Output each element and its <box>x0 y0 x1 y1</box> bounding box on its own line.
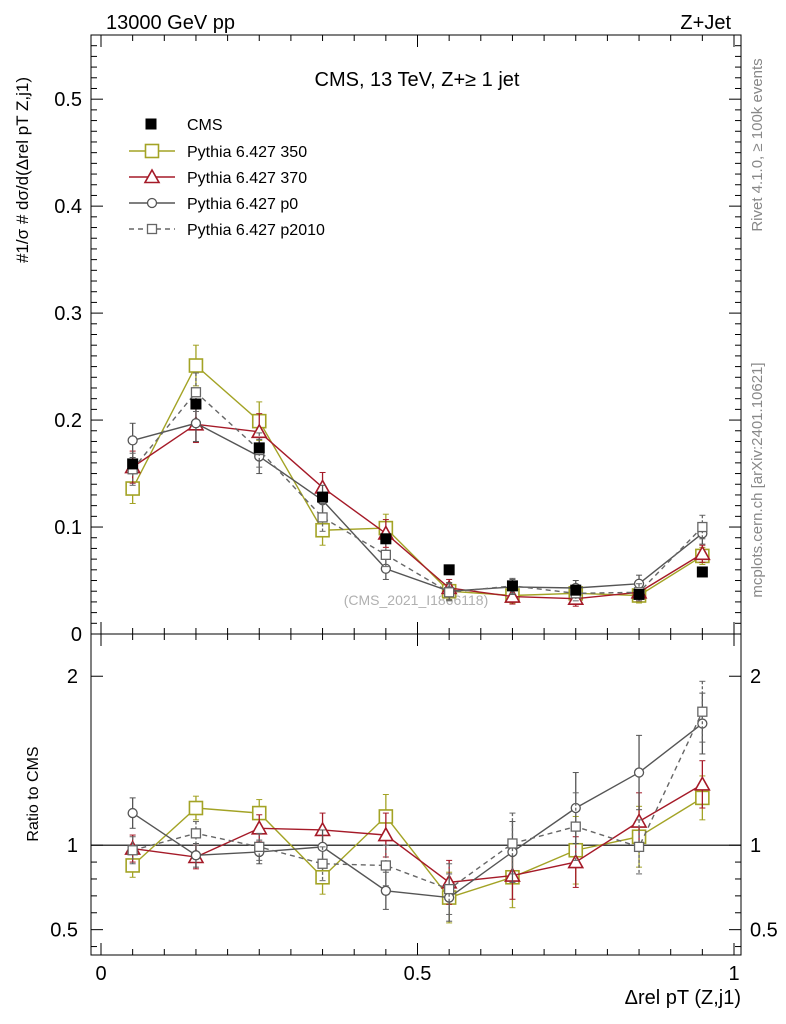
mcplots-label: mcplots.cern.ch [arXiv:2401.10621] <box>749 362 766 597</box>
series-point <box>190 387 202 398</box>
y-tick-label: 0.4 <box>54 196 82 218</box>
cms-data-point <box>317 491 329 503</box>
series-point <box>127 435 138 446</box>
series-line <box>132 364 703 597</box>
series-2 <box>127 404 708 922</box>
data-layer <box>127 398 708 600</box>
series-point <box>188 358 204 373</box>
legend-marker <box>143 168 161 184</box>
legend-marker <box>144 143 160 159</box>
y-tick-label: 0.5 <box>54 89 82 111</box>
plot-title: CMS, 13 TeV, Z+≥ 1 jet <box>315 69 520 91</box>
series-ratio-point <box>380 885 392 896</box>
x-tick-label: 1 <box>728 963 739 985</box>
x-axis-label: Δrel pT (Z,j1) <box>625 987 741 1009</box>
series-point <box>190 418 202 429</box>
y-tick-label: 0 <box>71 624 82 646</box>
series-ratio-point <box>697 706 708 717</box>
header-right: Z+Jet <box>680 12 731 34</box>
series-ratio-point <box>567 853 585 869</box>
series-ratio-point <box>633 767 645 778</box>
cms-data-point <box>633 588 645 600</box>
cms-data-point <box>253 442 265 454</box>
series-point <box>317 512 328 523</box>
series-ratio-point <box>693 775 711 791</box>
series-point <box>443 587 455 598</box>
ratio-axis-label: Ratio to CMS <box>25 746 42 841</box>
series-line <box>132 423 703 600</box>
cms-data-point <box>570 584 582 596</box>
series-point <box>693 545 711 561</box>
ratio-panel-frame <box>90 633 742 956</box>
series-layer <box>124 344 711 924</box>
legend-label: CMS <box>187 117 223 134</box>
legend-label: Pythia 6.427 p0 <box>187 196 298 213</box>
axes-layer: 0 0.5 1 0 0.1 0.2 0.3 0.4 0.5 0.5 0.5 1 1 2 2 <box>50 35 778 985</box>
series-line <box>132 422 703 592</box>
y-tick-label: 0.2 <box>54 410 82 432</box>
cms-data-point <box>696 566 708 578</box>
cms-data-point <box>443 564 455 576</box>
legend-marker <box>146 197 158 209</box>
cms-data-point <box>190 398 202 410</box>
y-tick-label: 0.1 <box>54 517 82 539</box>
legend-label: Pythia 6.427 370 <box>187 170 307 187</box>
legend-marker <box>146 223 158 235</box>
cms-data-point <box>506 580 518 592</box>
ratio-tick-label-right: 2 <box>750 666 761 688</box>
series-line <box>132 391 703 595</box>
legend-label: Pythia 6.427 p2010 <box>187 222 325 239</box>
series-ratio-point <box>507 838 518 849</box>
x-tick-label: 0.5 <box>404 963 432 985</box>
series-ratio-point <box>127 845 138 856</box>
series-point <box>504 587 521 603</box>
cms-data-point <box>380 533 392 545</box>
series-ratio-point <box>317 858 328 869</box>
ratio-tick-label: 0.5 <box>50 920 78 942</box>
rivet-label: Rivet 4.1.0, ≥ 100k events <box>749 58 766 231</box>
series-ratio-point <box>190 850 202 861</box>
series-point <box>697 521 708 533</box>
series-ratio-point <box>443 883 455 895</box>
legend-marker <box>145 118 157 130</box>
series-ratio-line <box>132 711 703 890</box>
series-ratio-point <box>633 841 645 853</box>
series-ratio-line <box>132 797 703 899</box>
header-left: 13000 GeV pp <box>106 12 235 34</box>
ratio-tick-label: 1 <box>67 835 78 857</box>
series-ratio-point <box>570 821 581 832</box>
ratio-tick-label: 2 <box>67 666 78 688</box>
series-ratio-line <box>132 783 703 884</box>
legend: CMS Pythia 6.427 350 Pythia 6.427 370 Pythi… <box>129 117 325 239</box>
series-ratio-point <box>250 819 268 835</box>
series-ratio-point <box>127 807 138 819</box>
cms-data-point <box>127 458 139 470</box>
watermark: (CMS_2021_I1866118) <box>344 592 489 608</box>
y-tick-label: 0.3 <box>54 303 82 325</box>
x-tick-label: 0 <box>95 963 106 985</box>
series-ratio-point <box>254 841 265 853</box>
series-ratio-line <box>132 722 703 899</box>
series-ratio-point <box>190 828 202 839</box>
series-point <box>250 423 268 439</box>
ratio-tick-label-right: 0.5 <box>750 920 778 942</box>
legend-label: Pythia 6.427 350 <box>187 144 307 161</box>
series-ratio-point <box>380 860 392 871</box>
series-ratio-point <box>377 826 395 842</box>
series-ratio-point <box>188 800 204 816</box>
series-1 <box>124 405 711 905</box>
series-point <box>380 549 392 560</box>
y-axis-label: #1/σ # dσ/d(Δrel pT Z,j1) <box>13 77 32 263</box>
ratio-tick-label-right: 1 <box>750 835 761 857</box>
